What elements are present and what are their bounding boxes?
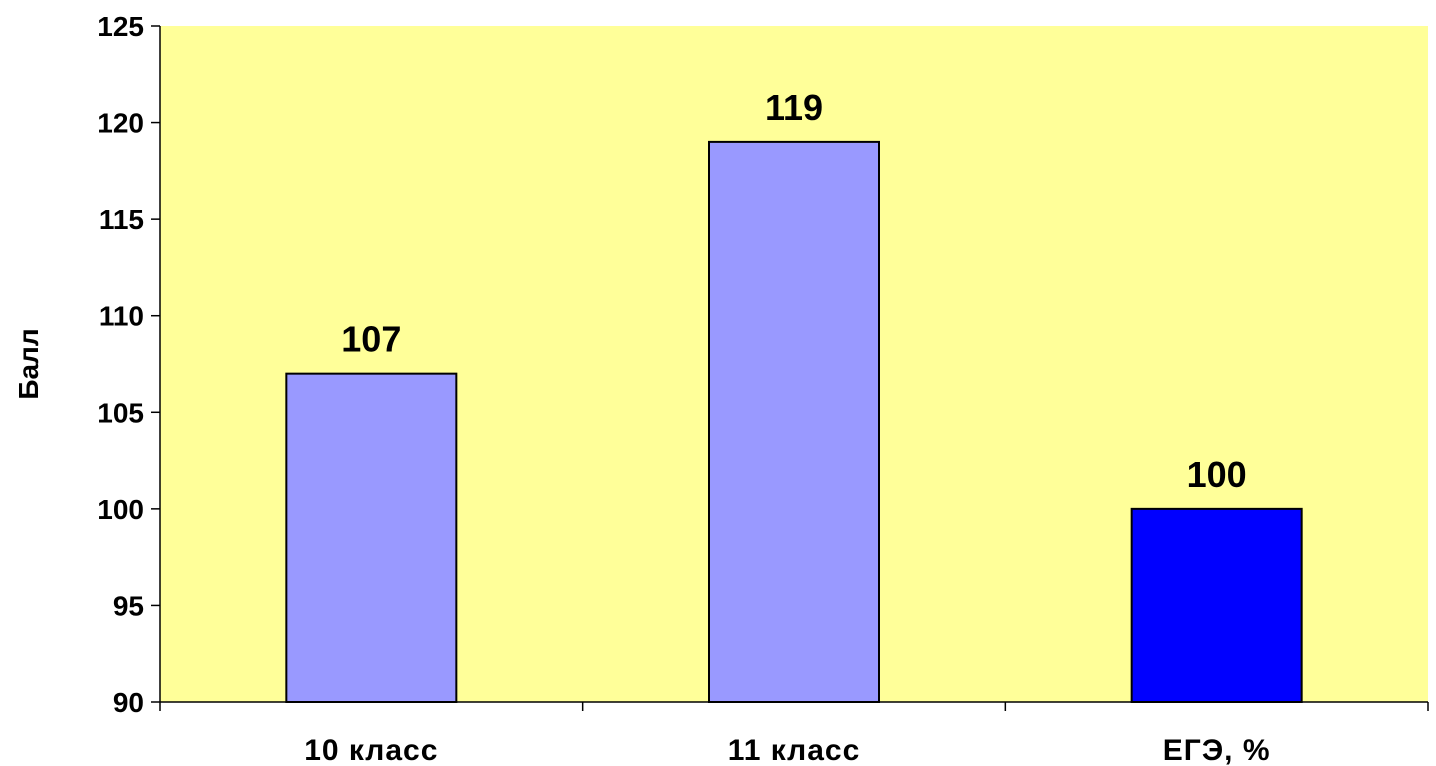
y-axis-title: Балл — [13, 328, 44, 399]
x-category-label: 10 класс — [304, 734, 438, 766]
y-tick-label: 90 — [113, 687, 144, 718]
x-category-label: 11 класс — [728, 734, 861, 766]
bar — [1130, 507, 1303, 703]
bar — [708, 140, 880, 703]
y-tick-label: 125 — [97, 11, 144, 42]
y-tick-label: 115 — [99, 204, 144, 235]
data-label: 107 — [341, 319, 401, 360]
y-tick-label: 110 — [99, 301, 144, 332]
axes-group — [159, 26, 1428, 703]
data-label: 100 — [1187, 454, 1247, 495]
bars-group — [285, 140, 1303, 703]
x-category-label: ЕГЭ, % — [1163, 734, 1271, 766]
y-tick-label: 105 — [97, 397, 144, 428]
y-ticks-group: 90 95 100 105 110 115 120 125 — [97, 11, 160, 718]
bar — [285, 372, 458, 703]
data-labels-group: 107 119 100 — [341, 87, 1246, 495]
x-ticks-group: 10 класс 11 класс ЕГЭ, % — [159, 702, 1429, 766]
data-label: 119 — [765, 87, 823, 128]
y-tick-label: 100 — [97, 494, 144, 525]
y-tick-label: 95 — [113, 590, 144, 621]
y-tick-label: 120 — [97, 108, 144, 139]
